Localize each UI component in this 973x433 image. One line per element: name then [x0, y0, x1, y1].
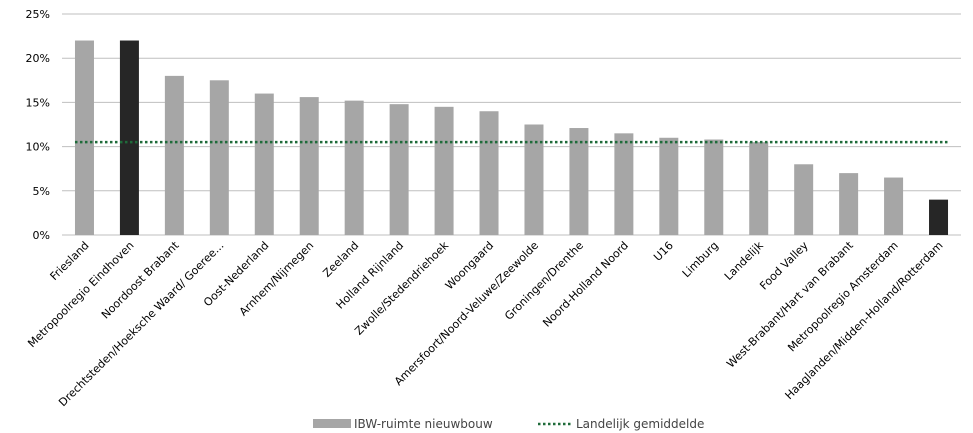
x-category-label: Zeeland [320, 239, 361, 280]
bar-highlighted [119, 40, 139, 235]
bars [74, 40, 949, 235]
bar [614, 133, 634, 235]
bar [344, 100, 364, 235]
x-category-label: Friesland [48, 239, 92, 283]
bar [209, 80, 229, 235]
bar [794, 164, 814, 235]
legend: IBW-ruimte nieuwbouw Landelijk gemiddeld… [313, 417, 704, 431]
x-category-label: Landelijk [722, 238, 766, 282]
bar [164, 75, 184, 235]
bar [704, 139, 724, 235]
bar [434, 106, 454, 235]
gridlines [62, 13, 961, 236]
bar [74, 40, 94, 235]
legend-swatch-bar [313, 419, 351, 428]
y-tick-label: 15% [26, 96, 50, 109]
bar-highlighted [929, 199, 949, 235]
bar [524, 124, 544, 235]
bar [749, 142, 769, 235]
x-category-label: Haaglanden/Midden-Holland/Rotterdam [783, 239, 946, 402]
bar [299, 97, 319, 235]
bar [569, 128, 589, 235]
x-category-label: Zwolle/Stedendriehoek [352, 238, 451, 337]
y-tick-label: 20% [26, 52, 50, 65]
bar [389, 104, 409, 235]
x-category-label: Noordoost Brabant [99, 238, 182, 321]
bar [884, 177, 904, 235]
bar [254, 93, 274, 235]
x-category-label: Limburg [680, 239, 721, 280]
y-tick-label: 25% [26, 8, 50, 21]
x-category-label: U16 [651, 239, 676, 264]
y-tick-label: 10% [26, 141, 50, 154]
y-axis-tick-labels: 0% 5% 10% 15% 20% 25% [26, 8, 50, 242]
x-category-label: Noord-Holland Noord [540, 239, 631, 330]
bar [479, 111, 499, 235]
bar [839, 173, 859, 235]
bar [659, 137, 679, 235]
x-category-label: Groningen/Drenthe [502, 239, 586, 323]
y-tick-label: 5% [33, 185, 50, 198]
legend-label-line: Landelijk gemiddelde [576, 417, 704, 431]
x-category-label: Drechtsteden/Hoeksche Waard/ Goeree... [56, 239, 226, 409]
legend-label-bar: IBW-ruimte nieuwbouw [354, 417, 493, 431]
x-category-label: Arnhem/Nijmegen [237, 239, 317, 319]
y-tick-label: 0% [33, 229, 50, 242]
